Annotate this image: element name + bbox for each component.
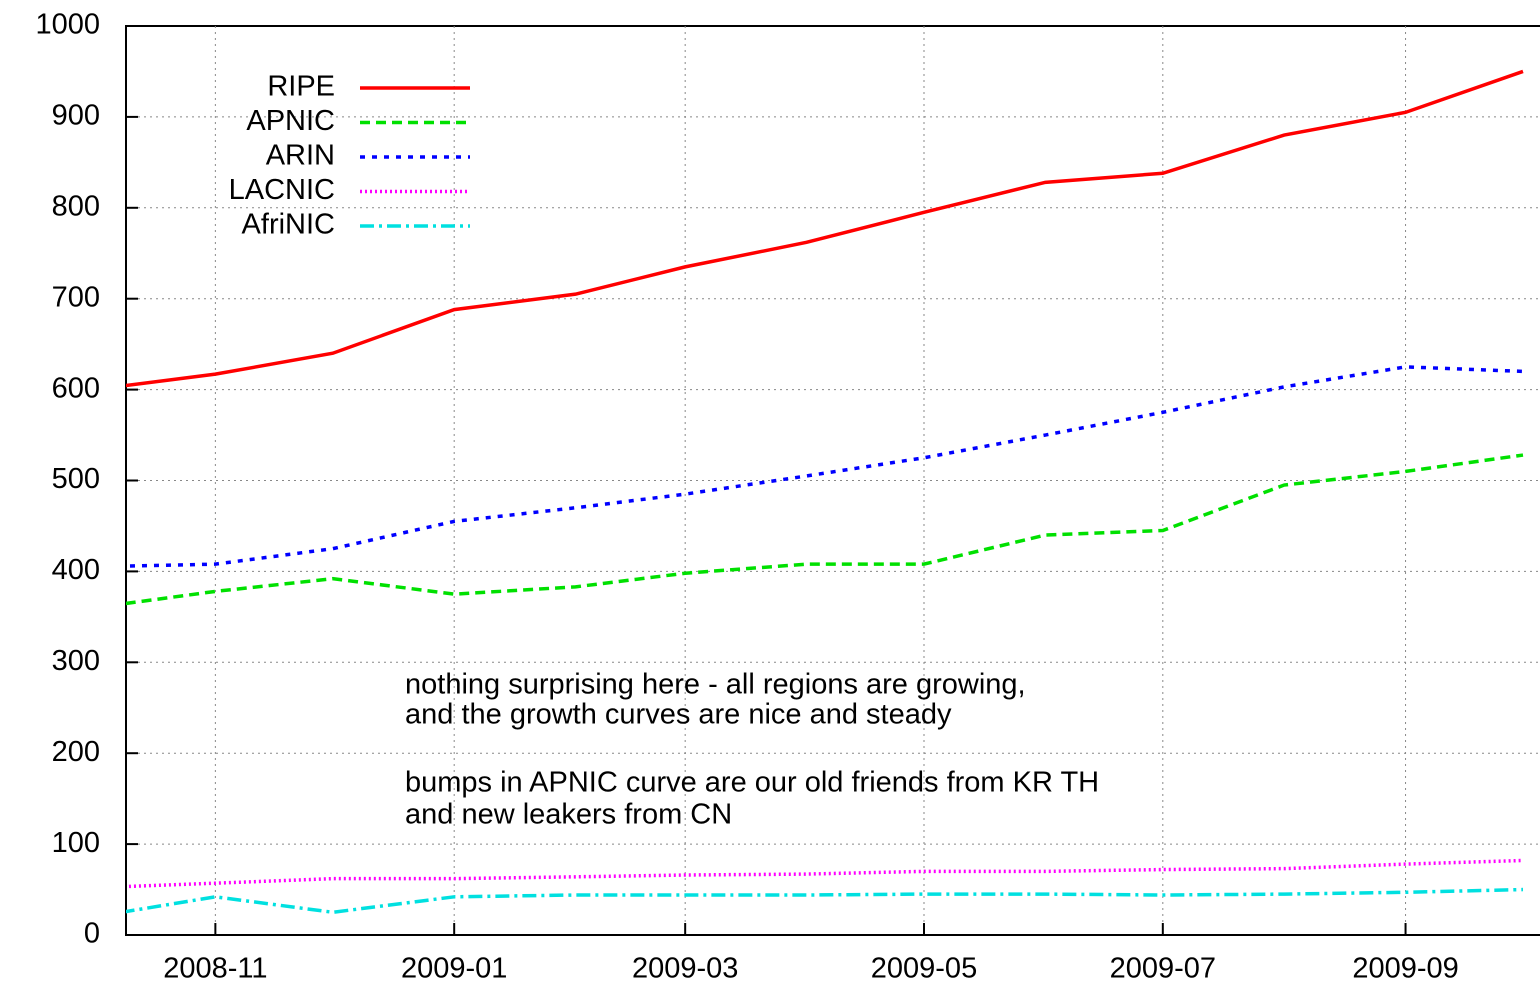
legend-label: RIPE bbox=[267, 71, 335, 103]
y-tick-label: 1000 bbox=[35, 9, 100, 41]
series-line bbox=[126, 69, 1524, 388]
x-tick-label: 2008-11 bbox=[163, 953, 267, 985]
series-line bbox=[126, 858, 1524, 889]
legend-label: AfriNIC bbox=[242, 209, 335, 241]
legend-label: LACNIC bbox=[229, 174, 335, 206]
y-tick-label: 300 bbox=[52, 645, 100, 677]
y-tick-label: 900 bbox=[52, 100, 100, 132]
x-tick-label: 2009-09 bbox=[1352, 953, 1458, 985]
y-tick-label: 200 bbox=[52, 736, 100, 768]
y-tick-label: 600 bbox=[52, 372, 100, 404]
annotation: nothing surprising here - all regions ar… bbox=[405, 669, 1026, 701]
legend-label: APNIC bbox=[246, 105, 335, 137]
y-tick-label: 400 bbox=[52, 554, 100, 586]
y-tick-label: 500 bbox=[52, 463, 100, 495]
series-line bbox=[126, 365, 1524, 568]
x-tick-label: 2009-05 bbox=[871, 953, 977, 985]
annotation: and new leakers from CN bbox=[405, 799, 732, 831]
y-tick-label: 700 bbox=[52, 281, 100, 313]
x-tick-label: 2009-07 bbox=[1110, 953, 1216, 985]
x-tick-label: 2009-03 bbox=[632, 953, 738, 985]
annotation: and the growth curves are nice and stead… bbox=[405, 699, 952, 731]
x-tick-label: 2009-01 bbox=[401, 953, 507, 985]
series-line bbox=[126, 887, 1524, 915]
plot-area bbox=[126, 69, 1524, 915]
legend-label: ARIN bbox=[266, 140, 335, 172]
annotation: bumps in APNIC curve are our old friends… bbox=[405, 767, 1099, 799]
y-tick-label: 800 bbox=[52, 190, 100, 222]
y-tick-label: 100 bbox=[52, 827, 100, 859]
series-line bbox=[126, 453, 1524, 606]
y-tick-label: 0 bbox=[84, 918, 100, 950]
